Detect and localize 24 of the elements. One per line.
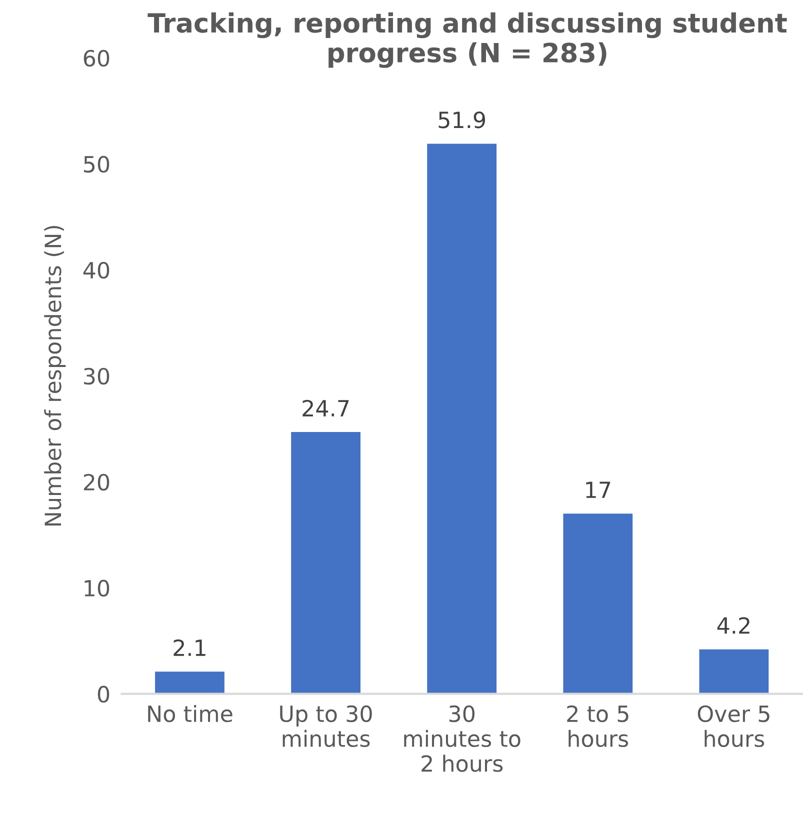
x-tick-label: Up to 30 minutes (280, 705, 372, 748)
bar (291, 432, 360, 694)
y-tick-label: 20 (84, 474, 110, 491)
y-tick-label: 30 (84, 368, 110, 385)
x-tick-label: 2 to 5 hours (567, 705, 628, 748)
bar (563, 514, 633, 694)
y-tick-label: 10 (84, 580, 110, 597)
bar (427, 144, 497, 694)
data-label: 51.9 (438, 112, 486, 128)
bar (699, 649, 769, 694)
data-label: 17 (586, 482, 610, 498)
bar (155, 672, 224, 694)
y-axis-title: Number of respondents (N) (44, 226, 66, 526)
x-tick-label: No time (148, 704, 232, 722)
y-tick-label: 60 (84, 50, 110, 67)
y-tick-label: 40 (83, 262, 110, 279)
x-tick-label: 30 minutes to 2 hours (404, 705, 520, 772)
data-label: 4.2 (717, 617, 750, 634)
x-tick-label: Over 5 hours (698, 705, 770, 748)
y-tick-label: 50 (84, 156, 110, 173)
data-label: 2.1 (174, 639, 206, 656)
data-label: 24.7 (302, 400, 349, 416)
y-tick-label: 0 (98, 686, 110, 703)
chart-title: Tracking, reporting and discussing student progress (N = 283) (148, 12, 787, 68)
